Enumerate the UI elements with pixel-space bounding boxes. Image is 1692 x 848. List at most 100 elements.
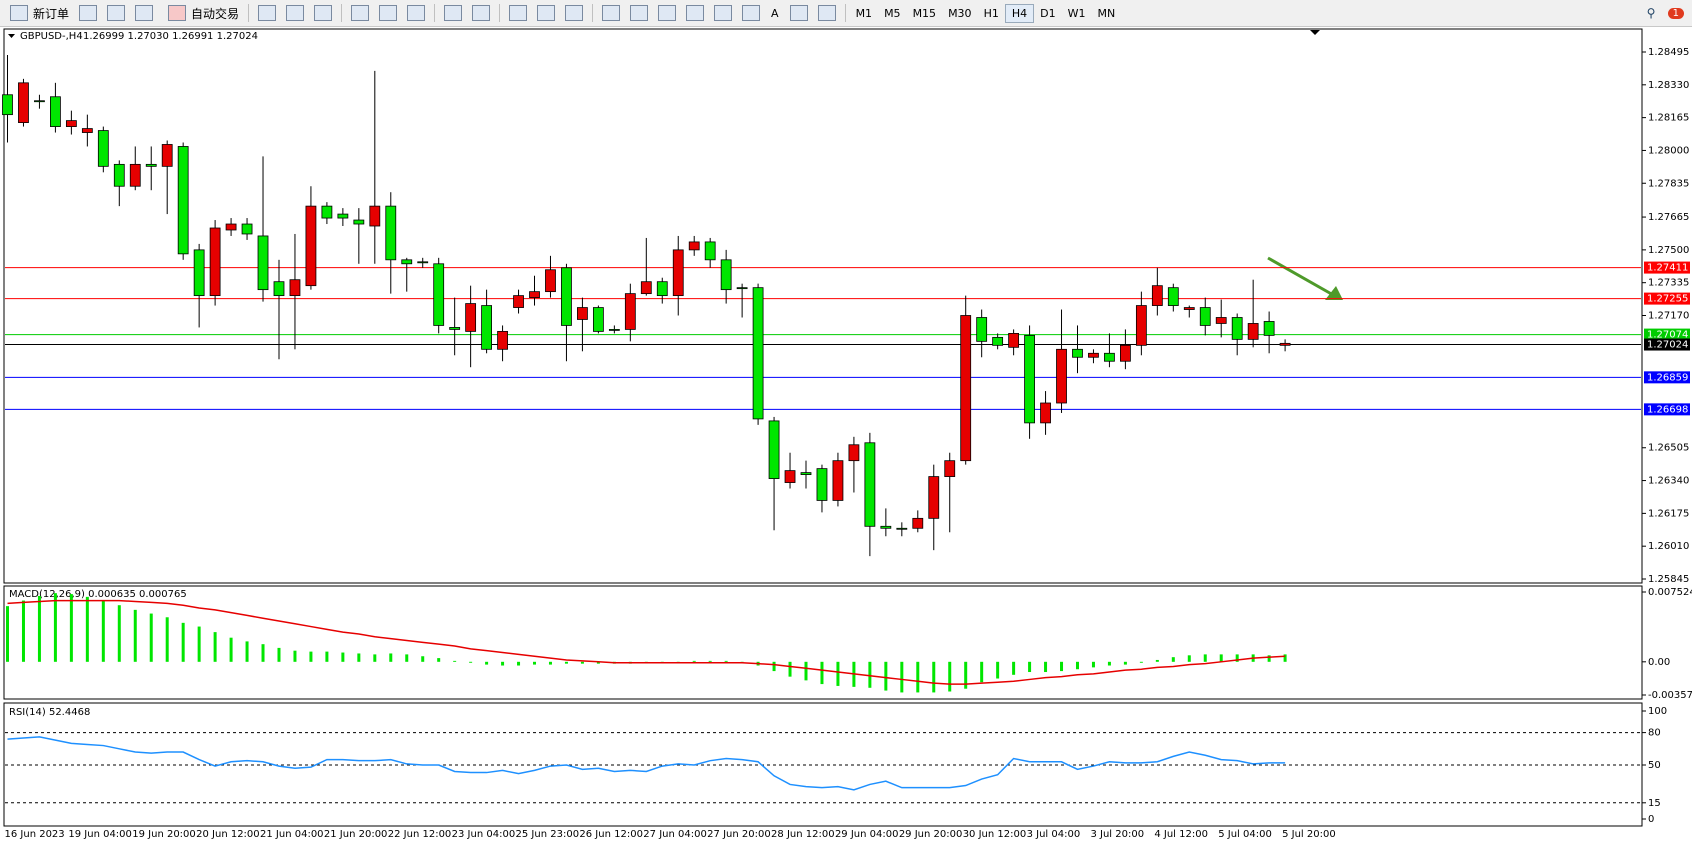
candle-body <box>50 96 61 127</box>
rsi-title: RSI(14) 52.4468 <box>9 707 90 718</box>
timeframe[interactable]: MN <box>1097 6 1116 20</box>
candle-body <box>1247 323 1259 340</box>
candle-body <box>896 527 908 530</box>
search-icon[interactable]: ⚲ <box>1646 6 1656 20</box>
candle-body <box>720 259 732 291</box>
candle-body <box>704 241 716 261</box>
candle-body <box>1008 332 1020 348</box>
icon[interactable] <box>472 5 491 21</box>
candle-body <box>1167 287 1179 306</box>
histogram-bar <box>916 661 920 693</box>
histogram-bar <box>836 661 840 686</box>
icon[interactable] <box>537 5 556 21</box>
timeframe[interactable]: M30 <box>948 6 972 20</box>
icon[interactable] <box>258 5 277 21</box>
icon[interactable] <box>658 5 677 21</box>
icon[interactable] <box>714 5 733 21</box>
histogram-bar <box>85 596 89 662</box>
icon[interactable] <box>79 5 98 21</box>
histogram-bar <box>405 654 409 662</box>
icon[interactable] <box>314 5 333 21</box>
icon[interactable] <box>565 5 584 21</box>
candle-body <box>960 315 972 462</box>
candle-body <box>1263 321 1275 336</box>
candle-body <box>289 279 301 297</box>
icon[interactable] <box>817 5 836 21</box>
timeframe[interactable]: H1 <box>983 6 999 20</box>
candle-body <box>273 281 285 297</box>
candle-body <box>1040 402 1051 424</box>
y-tick-label: 1.26175 <box>1648 508 1689 519</box>
price-level-label: 1.27074 <box>1647 330 1688 341</box>
price-level-tag <box>1644 292 1690 305</box>
timeframe[interactable]: M1 <box>855 6 873 20</box>
separator <box>499 4 501 22</box>
text-tool[interactable]: A <box>771 6 779 20</box>
y-tick-label: 100 <box>1648 706 1667 717</box>
candle-body <box>97 130 109 167</box>
timeframe[interactable]: M5 <box>884 6 901 20</box>
icon[interactable] <box>602 5 621 21</box>
histogram-bar <box>373 654 377 662</box>
icon[interactable] <box>444 5 463 21</box>
y-tick-label: 1.27335 <box>1648 278 1689 289</box>
icon[interactable] <box>407 5 426 21</box>
icon[interactable] <box>789 5 808 21</box>
y-tick-label: -0.003577 <box>1648 690 1692 701</box>
timeframe[interactable]: D1 <box>1040 6 1056 20</box>
icon[interactable] <box>135 5 154 21</box>
histogram-bar <box>804 661 808 681</box>
price-level-label: 1.27024 <box>1647 340 1688 351</box>
icon[interactable] <box>686 5 705 21</box>
icon[interactable] <box>107 5 126 21</box>
icon[interactable] <box>351 5 370 21</box>
icon[interactable] <box>509 5 528 21</box>
histogram-bar <box>596 661 600 664</box>
y-tick-label: 80 <box>1648 728 1661 739</box>
histogram-bar <box>229 637 233 662</box>
candle-body <box>816 468 828 501</box>
candle-body <box>672 249 684 297</box>
histogram-bar <box>1171 657 1175 662</box>
timeframe[interactable]: M15 <box>912 6 937 20</box>
rsi-line <box>7 736 1286 791</box>
auto-trading-button[interactable]: 自动交易 <box>158 2 244 24</box>
separator <box>434 4 436 22</box>
histogram-bar <box>1219 654 1223 662</box>
candle-body <box>752 287 764 420</box>
candle-body <box>385 205 397 261</box>
histogram-bar <box>1012 661 1016 675</box>
y-tick-label: 1.27170 <box>1648 311 1689 322</box>
macd-title: MACD(12,26,9) 0.000635 0.000765 <box>9 589 187 600</box>
candle-body <box>449 327 461 330</box>
y-tick-label: 1.26340 <box>1648 476 1689 487</box>
x-tick-label: 22 Jun 12:00 <box>388 829 452 840</box>
histogram-bar <box>6 606 9 662</box>
candle-body <box>545 269 556 293</box>
price-level-tag <box>1644 371 1690 384</box>
histogram-bar <box>548 661 552 665</box>
y-tick-label: 1.28495 <box>1648 47 1689 58</box>
candle-body <box>1279 342 1291 346</box>
price-level-tag <box>1644 403 1690 416</box>
candle-body <box>129 163 141 187</box>
candle-body <box>433 263 445 326</box>
histogram-bar <box>948 661 952 692</box>
notification-badge[interactable]: 1 <box>1667 7 1684 19</box>
x-tick-label: 28 Jun 12:00 <box>771 829 835 840</box>
icon[interactable] <box>630 5 649 21</box>
candle-body <box>465 303 477 332</box>
candle-body <box>145 163 157 167</box>
icon[interactable] <box>379 5 398 21</box>
icon[interactable] <box>742 5 761 21</box>
histogram-bar <box>501 661 505 666</box>
icon[interactable] <box>286 5 305 21</box>
candle-body <box>1072 348 1083 358</box>
new-order-button[interactable]: 新订单 <box>0 2 74 24</box>
histogram-bar <box>261 644 265 662</box>
candle-body <box>481 305 493 350</box>
x-tick-label: 20 Jun 12:00 <box>196 829 260 840</box>
candle-body <box>417 261 429 264</box>
timeframe[interactable]: H4 <box>1004 3 1035 23</box>
timeframe[interactable]: W1 <box>1067 6 1086 20</box>
